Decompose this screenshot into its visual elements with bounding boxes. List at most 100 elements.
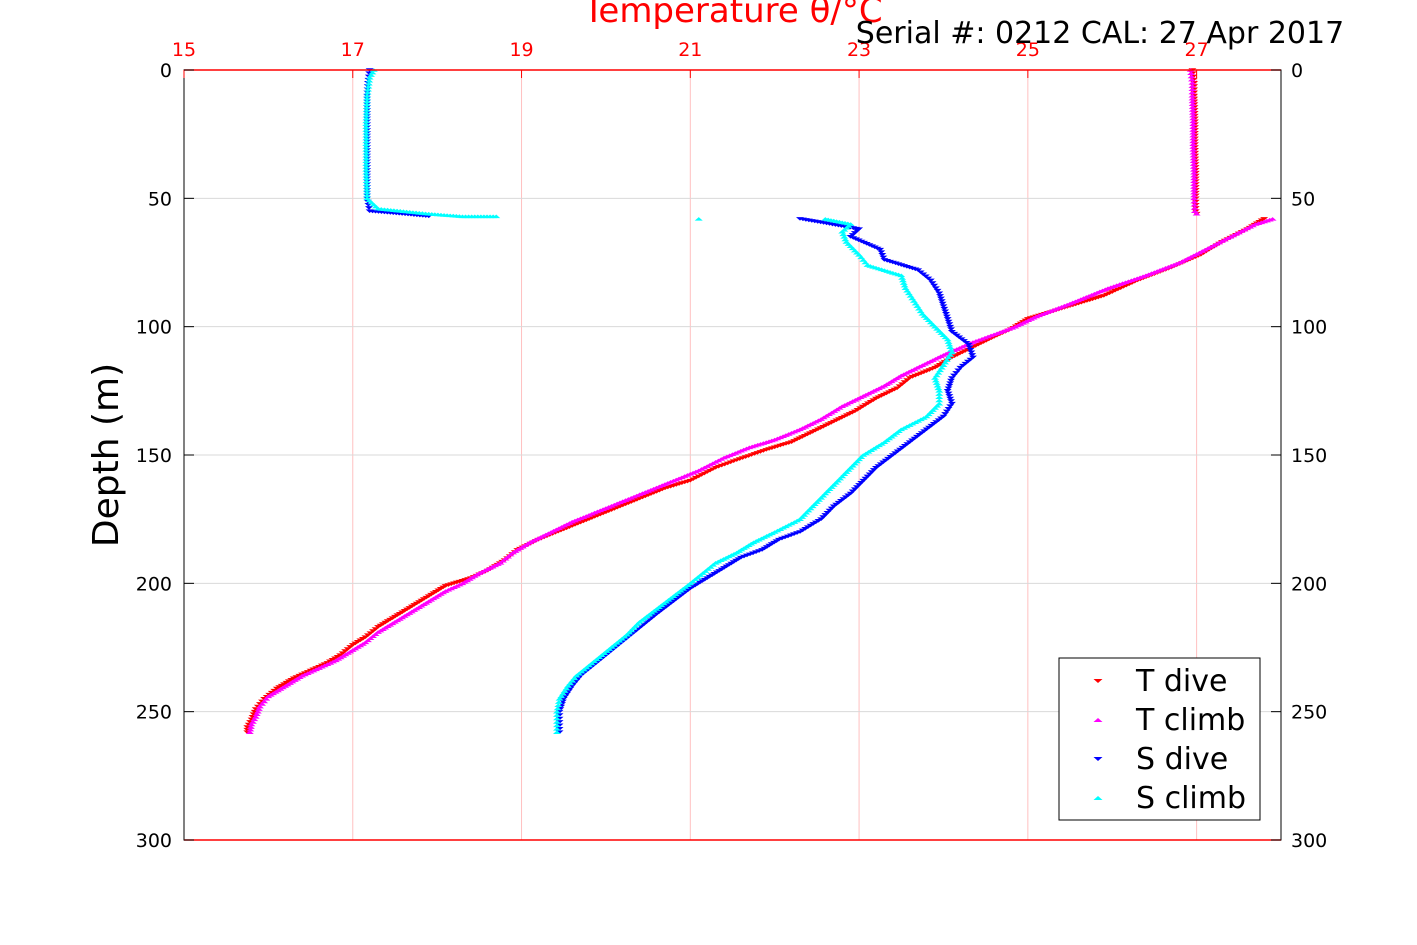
data-point (937, 365, 946, 370)
data-point (931, 286, 940, 290)
data-point (952, 371, 961, 375)
data-point (874, 464, 883, 468)
x-tick-label: 27 (1185, 39, 1209, 61)
data-point (947, 376, 956, 380)
data-point (1187, 74, 1196, 79)
data-point (962, 341, 971, 345)
data-point (908, 296, 917, 301)
data-point (946, 381, 955, 385)
data-point (1189, 153, 1198, 158)
data-point (362, 159, 371, 164)
data-point (1189, 139, 1198, 144)
data-point (554, 703, 563, 708)
data-point (362, 139, 371, 144)
data-point (552, 720, 561, 724)
data-point (671, 597, 680, 602)
data-point (921, 274, 930, 279)
data-point (939, 414, 948, 419)
data-point (552, 716, 561, 721)
data-point (366, 631, 375, 635)
data-point (841, 495, 850, 499)
data-point (827, 506, 836, 511)
data-point (905, 376, 914, 380)
data-point (955, 335, 964, 340)
data-point (1190, 170, 1199, 175)
data-point (686, 586, 695, 591)
data-point (876, 247, 885, 252)
data-point (1188, 110, 1197, 115)
data-point (850, 231, 859, 235)
data-point (492, 214, 501, 219)
data-point (1190, 199, 1199, 204)
data-point (1188, 90, 1197, 95)
data-point (846, 491, 855, 496)
data-point (362, 110, 371, 115)
legend-box (1058, 657, 1261, 821)
data-point (1189, 136, 1198, 141)
data-point (362, 128, 371, 132)
data-point (664, 603, 673, 607)
y-tick-label-right: 50 (1291, 188, 1315, 210)
data-point (943, 317, 952, 321)
data-point (935, 398, 944, 403)
data-point (869, 468, 878, 472)
data-point (1189, 148, 1198, 152)
data-point (944, 407, 953, 411)
data-point (947, 401, 956, 406)
data-point (899, 281, 908, 285)
data-point (945, 394, 954, 398)
data-point (941, 412, 950, 416)
data-point (1188, 84, 1197, 88)
data-point (1189, 145, 1198, 149)
y-tick-label-left: 200 (136, 573, 172, 595)
data-point (904, 291, 913, 296)
legend-items: T dive T climb S dive S climb (1093, 664, 1246, 816)
data-point (1187, 71, 1196, 76)
data-point (362, 133, 371, 138)
data-point (362, 156, 371, 161)
data-point (946, 404, 955, 409)
data-point (919, 272, 928, 277)
series-s-dive (363, 68, 977, 734)
data-point (1189, 156, 1198, 161)
data-point (950, 331, 959, 336)
data-point (362, 125, 371, 129)
data-point (952, 333, 961, 338)
data-point (552, 709, 561, 714)
data-point (861, 476, 870, 481)
data-point (840, 235, 849, 239)
data-point (935, 392, 944, 396)
data-point (1188, 102, 1197, 107)
data-point (371, 627, 380, 631)
data-point (363, 193, 372, 198)
data-point (913, 304, 922, 308)
data-point (362, 150, 371, 155)
data-point (362, 116, 371, 121)
data-point (362, 108, 371, 112)
data-point (552, 726, 561, 731)
data-point (848, 233, 857, 237)
data-point (365, 78, 374, 83)
data-point (865, 472, 874, 477)
data-point (942, 314, 951, 319)
data-point (841, 237, 850, 242)
data-point (900, 444, 909, 448)
data-point (362, 176, 371, 181)
y-tick-label-right: 300 (1291, 830, 1327, 852)
data-point (935, 291, 944, 296)
data-point (915, 433, 924, 437)
data-point (250, 717, 259, 722)
data-point (562, 686, 571, 691)
data-point (560, 689, 569, 693)
legend-marker (1093, 678, 1103, 684)
data-point (246, 725, 255, 729)
x-tick-label: 17 (341, 39, 365, 61)
data-point (891, 451, 900, 455)
data-point (931, 378, 940, 383)
data-point (674, 595, 683, 600)
data-point (362, 185, 371, 189)
data-point (933, 288, 942, 293)
data-point (1189, 150, 1198, 155)
data-point (908, 438, 917, 443)
